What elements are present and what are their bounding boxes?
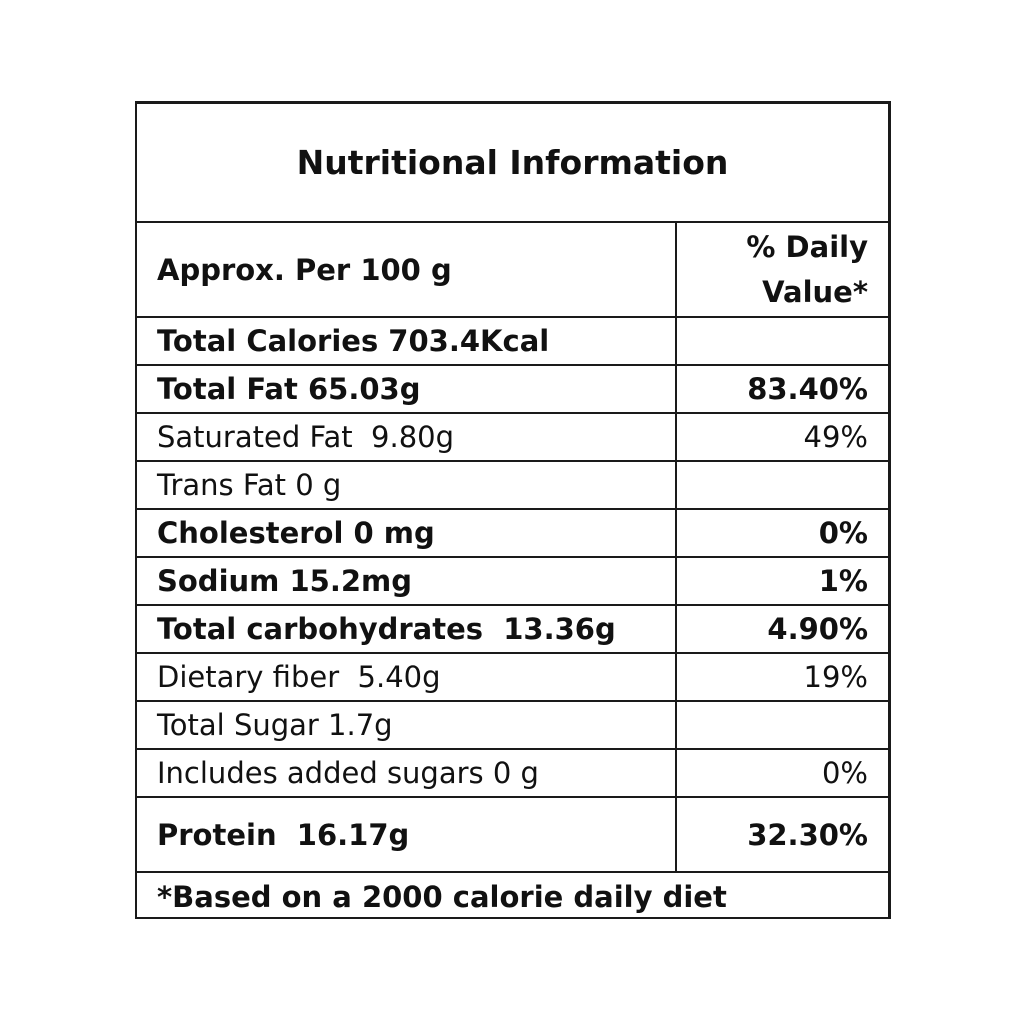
nutrient-row-trans-fat: Trans Fat 0 g: [137, 462, 888, 510]
serving-size-label: Approx. Per 100 g: [137, 223, 677, 316]
nutrient-daily-value: [677, 318, 888, 364]
nutrient-row-sodium: Sodium 15.2mg 1%: [137, 558, 888, 606]
nutrient-name: Total carbohydrates 13.36g: [137, 606, 677, 652]
nutrient-row-calories: Total Calories 703.4Kcal: [137, 318, 888, 366]
nutrient-daily-value: 19%: [803, 660, 868, 694]
table-title: Nutritional Information: [137, 104, 888, 223]
daily-value-header-line1: % Daily: [746, 229, 868, 264]
footnote-row: *Based on a 2000 calorie daily diet: [137, 873, 888, 921]
nutrition-facts-table: Nutritional Information Approx. Per 100 …: [135, 101, 891, 919]
nutrient-row-total-carbohydrates: Total carbohydrates 13.36g 4.90%: [137, 606, 888, 654]
nutrient-name: Dietary fiber 5.40g: [137, 654, 677, 700]
nutrient-daily-value: 1%: [818, 564, 868, 598]
daily-value-header-line2: Value*: [762, 274, 868, 309]
nutrient-row-dietary-fiber: Dietary fiber 5.40g 19%: [137, 654, 888, 702]
nutrient-daily-value: 0%: [821, 756, 868, 790]
nutrient-daily-value: 32.30%: [747, 817, 868, 852]
nutrient-name: Cholesterol 0 mg: [137, 510, 677, 556]
nutrient-name: Saturated Fat 9.80g: [137, 414, 677, 460]
nutrient-row-total-sugar: Total Sugar 1.7g: [137, 702, 888, 750]
footnote: *Based on a 2000 calorie daily diet: [157, 880, 727, 914]
daily-value-header: % Daily Value*: [677, 223, 888, 316]
nutrient-name: Sodium 15.2mg: [137, 558, 677, 604]
nutrient-daily-value: 49%: [803, 420, 868, 454]
nutrient-daily-value: [677, 462, 888, 508]
nutrient-name: Total Calories 703.4Kcal: [137, 318, 677, 364]
nutrient-name: Includes added sugars 0 g: [137, 750, 677, 796]
nutrient-name: Trans Fat 0 g: [137, 462, 677, 508]
nutrient-name: Protein 16.17g: [137, 798, 677, 871]
nutrient-row-cholesterol: Cholesterol 0 mg 0%: [137, 510, 888, 558]
nutrient-row-total-fat: Total Fat 65.03g 83.40%: [137, 366, 888, 414]
nutrient-daily-value: 83.40%: [747, 372, 868, 406]
nutrient-row-saturated-fat: Saturated Fat 9.80g 49%: [137, 414, 888, 462]
nutrient-name: Total Fat 65.03g: [137, 366, 677, 412]
nutrient-row-added-sugars: Includes added sugars 0 g 0%: [137, 750, 888, 798]
header-row: Approx. Per 100 g % Daily Value*: [137, 223, 888, 318]
nutrient-daily-value: 4.90%: [767, 612, 868, 646]
nutrient-row-protein: Protein 16.17g 32.30%: [137, 798, 888, 873]
nutrient-name: Total Sugar 1.7g: [137, 702, 677, 748]
nutrient-daily-value: [677, 702, 888, 748]
nutrient-daily-value: 0%: [818, 516, 868, 550]
